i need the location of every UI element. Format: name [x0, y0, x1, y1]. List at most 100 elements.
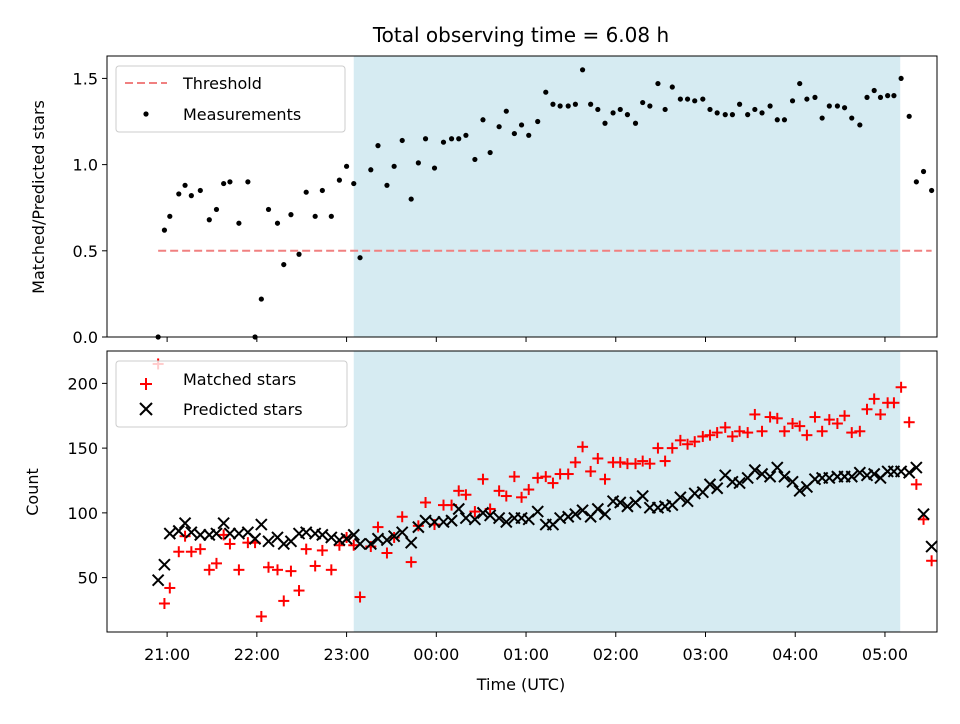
- measurement-point: [647, 103, 653, 109]
- matched-point: [405, 556, 417, 568]
- measurement-point: [368, 167, 374, 173]
- predicted-point-b: [621, 500, 634, 513]
- measurement-point: [351, 180, 357, 187]
- measurement-point: [898, 75, 904, 82]
- matched-point: [523, 484, 535, 496]
- predicted-point: [340, 532, 353, 545]
- measurement-point: [296, 251, 302, 257]
- predicted-point-b: [262, 535, 275, 548]
- predicted-point: [396, 526, 409, 539]
- predicted-point: [223, 527, 237, 540]
- measurement-point: [736, 101, 743, 107]
- measurement-point: [336, 177, 342, 183]
- predicted-point-b: [172, 524, 185, 538]
- x-tick-label: 05:00: [862, 645, 908, 664]
- count-panel-frame: [106, 350, 938, 633]
- predicted-point: [733, 476, 746, 490]
- matched-point: [910, 478, 922, 490]
- predicted-point-b: [347, 528, 360, 542]
- matched-point: [309, 560, 321, 572]
- predicted-point: [778, 470, 791, 483]
- measurement-point: [669, 84, 675, 90]
- matched-point: [396, 511, 408, 523]
- predicted-point-b: [614, 496, 627, 509]
- measurement-point: [655, 80, 661, 87]
- predicted-point-b: [553, 511, 567, 525]
- measurement-point: [357, 255, 363, 261]
- matched-point: [569, 456, 581, 468]
- measurement-point: [182, 182, 188, 188]
- measurement-point: [496, 124, 502, 130]
- matched-point: [809, 411, 821, 423]
- matched-point: [460, 489, 472, 501]
- matched-point: [577, 441, 589, 453]
- predicted-point: [151, 573, 165, 587]
- bot-y-tick-label: 200: [67, 374, 98, 393]
- measurement-point: [841, 105, 848, 111]
- matched-point: [839, 410, 851, 422]
- predicted-point-b: [185, 526, 198, 539]
- measurement-point: [610, 110, 616, 116]
- predicted-point: [185, 526, 198, 539]
- predicted-point: [771, 461, 784, 474]
- predicted-point: [674, 491, 687, 504]
- matched-point: [185, 546, 197, 558]
- predicted-point-b: [636, 489, 649, 503]
- matched-point: [823, 414, 835, 426]
- predicted-point-b: [445, 514, 458, 527]
- predicted-point-b: [452, 502, 465, 516]
- measurement-point: [595, 106, 601, 113]
- predicted-point: [364, 537, 378, 551]
- matched-point: [831, 418, 843, 430]
- predicted-point-b: [492, 511, 506, 525]
- predicted-point-b: [271, 531, 284, 544]
- predicted-point-b: [763, 470, 777, 483]
- predicted-point-b: [703, 478, 717, 491]
- bot-observing-window: [353, 351, 901, 632]
- predicted-point-b: [428, 515, 441, 529]
- predicted-point-b: [591, 502, 605, 516]
- matched-point: [854, 425, 866, 437]
- measurement-point: [871, 87, 877, 94]
- measurement-point: [891, 93, 897, 99]
- measurement-point: [408, 196, 414, 202]
- count-panel: 50 100 150 200 21:00 22:00 23:00 00:00 01:00 02:…: [23, 350, 938, 694]
- predicted-point: [853, 466, 867, 479]
- predicted-point-b: [437, 515, 450, 529]
- matched-point: [697, 430, 709, 442]
- measurement-point: [288, 212, 294, 218]
- predicted-point: [404, 536, 418, 549]
- matched-point: [689, 436, 701, 448]
- measurement-point: [463, 132, 469, 138]
- predicted-point: [210, 527, 223, 540]
- matched-point: [316, 544, 328, 556]
- threshold-legend-label: Threshold: [182, 74, 262, 93]
- measurement-point: [662, 106, 668, 113]
- measurement-point: [550, 101, 556, 107]
- measurement-point: [448, 136, 455, 142]
- matched-point: [787, 418, 799, 430]
- predicted-point-b: [241, 526, 255, 539]
- predicted-point-b: [823, 471, 836, 485]
- measurement-point: [617, 106, 623, 113]
- x-tick-label: 01:00: [503, 645, 549, 664]
- matched-point: [644, 458, 656, 470]
- measurement-point: [849, 115, 855, 121]
- measurement-point: [535, 118, 541, 125]
- x-tick-label: 22:00: [234, 645, 280, 664]
- matched-point: [599, 473, 611, 485]
- matched-point: [846, 427, 858, 439]
- predicted-point: [387, 529, 401, 543]
- predicted-point-b: [793, 484, 806, 498]
- matched-point: [801, 429, 813, 441]
- predicted-point-b: [364, 537, 378, 551]
- predicted-point: [636, 489, 649, 503]
- measurement-point: [274, 220, 281, 226]
- ratio-panel-frame: [106, 55, 938, 338]
- predicted-point: [763, 470, 777, 483]
- predicted-point-b: [576, 504, 589, 517]
- measurement-point: [714, 110, 720, 116]
- predicted-point-b: [688, 487, 701, 500]
- measurements-legend-label: Measurements: [183, 105, 301, 124]
- matched-point: [918, 513, 930, 525]
